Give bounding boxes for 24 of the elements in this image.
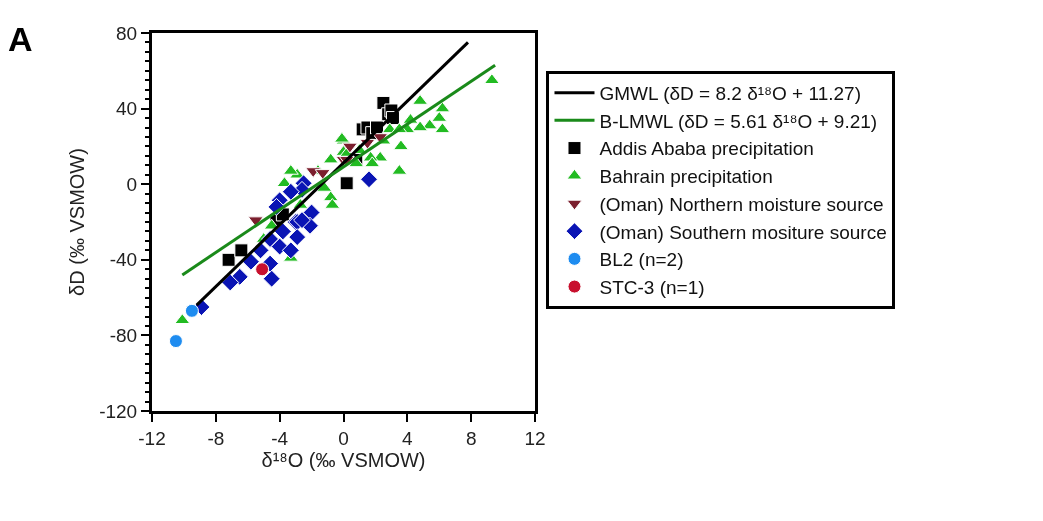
x-tick-label: 12 (524, 427, 546, 449)
y-tick-label: 0 (126, 173, 138, 195)
x-tick-label: -8 (207, 427, 225, 449)
legend-label: BL2 (n=2) (599, 249, 684, 271)
text: A (8, 20, 33, 58)
x-tick-label: -4 (271, 427, 289, 449)
y-tick-label: 40 (116, 98, 138, 120)
legend-label: (Oman) Northern moisture source (599, 193, 884, 215)
x-tick-label: 0 (338, 427, 349, 449)
y-tick-label: -80 (109, 325, 138, 347)
x-tick-label: -12 (138, 427, 166, 449)
x-axis-title: δ¹⁸O (‰ VSMOW) (261, 449, 426, 472)
legend-label: Bahrain precipitation (599, 166, 773, 188)
legend-label: (Oman) Southern mositure source (599, 221, 887, 243)
legend-label: STC-3 (n=1) (599, 276, 705, 298)
legend-label: GMWL (δD = 8.2 δ¹⁸O + 11.27) (599, 83, 861, 105)
y-tick-label: 80 (116, 22, 138, 44)
x-tick-label: 8 (465, 427, 477, 449)
y-tick-label: -40 (109, 249, 138, 271)
x-tick-label: 4 (402, 427, 414, 449)
y-axis-title: δD (‰ VSMOW) (65, 148, 88, 296)
legend-label: Addis Ababa precipitation (599, 138, 814, 160)
legend-label: B-LMWL (δD = 5.61 δ¹⁸O + 9.21) (599, 110, 878, 132)
y-tick-label: -120 (99, 400, 138, 422)
